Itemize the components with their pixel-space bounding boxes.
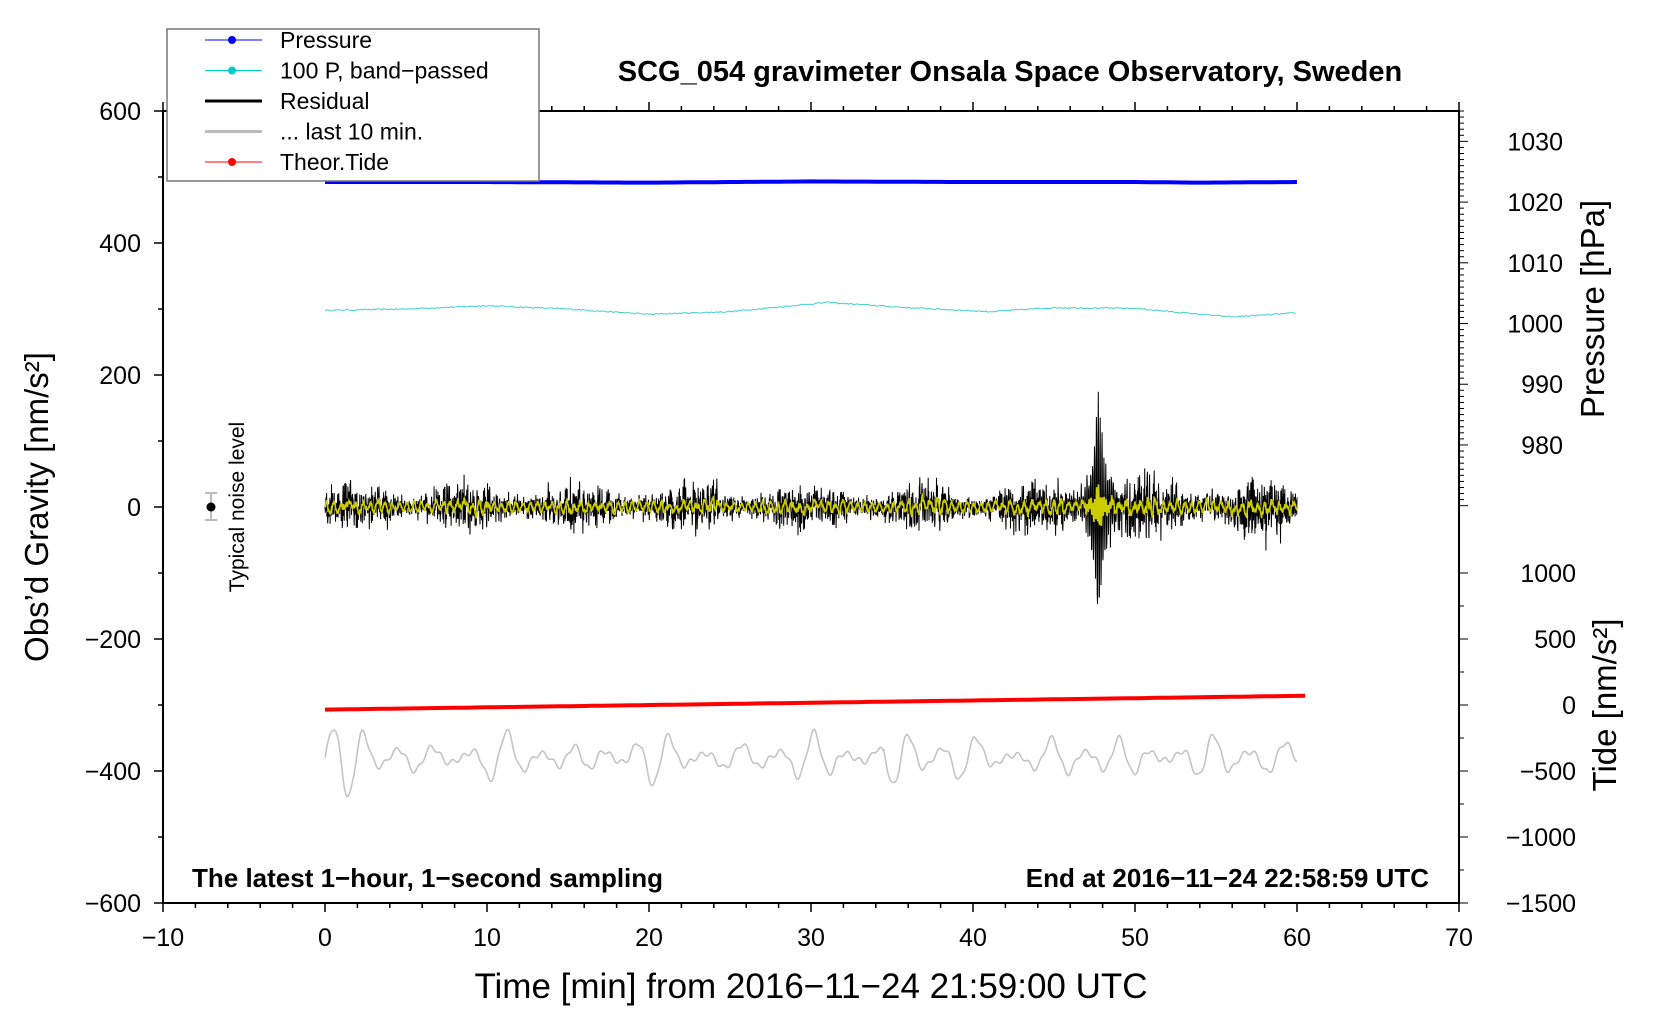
pressure-tick-label: 1030 — [1507, 128, 1563, 156]
axes-layer: −10 0 10 20 30 40 50 60 70−600−400−2000200400600… — [85, 98, 1576, 952]
x-tick-label: 60 — [1283, 924, 1311, 952]
x-tick-label: 30 — [797, 924, 825, 952]
plot-area — [162, 110, 1460, 904]
legend-item: Pressure — [205, 27, 372, 53]
y-tick-label: −200 — [85, 626, 141, 654]
tide-tick-label: 0 — [1562, 692, 1576, 720]
legend-label: Pressure — [280, 27, 372, 53]
pressure-tick-label: 1020 — [1507, 189, 1563, 217]
y-tick-label: 200 — [99, 362, 141, 390]
noise-level-label: Typical noise level — [226, 422, 249, 592]
legend-item: Residual — [205, 88, 370, 114]
legend-marker — [228, 158, 236, 166]
pressure-tick-label: 1010 — [1507, 250, 1563, 278]
y-tick-label: 0 — [127, 494, 141, 522]
tide-tick-label: 500 — [1534, 626, 1576, 654]
x-tick-label: 10 — [473, 924, 501, 952]
chart-title: SCG_054 gravimeter Onsala Space Observat… — [618, 56, 1402, 88]
pressure-tick-label: 1000 — [1507, 311, 1563, 339]
y-tick-label: −400 — [85, 758, 141, 786]
y-axis-label: Obs’d Gravity [nm/s²] — [18, 352, 55, 662]
pressure-tick-label: 990 — [1521, 371, 1563, 399]
y-tick-label: −600 — [85, 890, 141, 918]
legend-item: ... last 10 min. — [205, 119, 423, 145]
x-tick-label: −10 — [142, 924, 184, 952]
y-tick-label: 400 — [99, 230, 141, 258]
tide-axis-label: Tide [nm/s²] — [1586, 619, 1623, 792]
legend-marker — [228, 36, 236, 44]
pressure-tick-label: 980 — [1521, 432, 1563, 460]
x-tick-label: 70 — [1445, 924, 1473, 952]
tide-tick-label: −1500 — [1506, 890, 1576, 918]
x-tick-label: 20 — [635, 924, 663, 952]
series-residual — [324, 391, 1298, 605]
legend-label: ... last 10 min. — [280, 119, 423, 145]
end-time-annotation: End at 2016−11−24 22:58:59 UTC — [1026, 863, 1429, 893]
legend-label: Residual — [280, 88, 370, 114]
tide-tick-label: −1000 — [1506, 824, 1576, 852]
x-axis-label: Time [min] from 2016−11−24 21:59:00 UTC — [474, 967, 1147, 1006]
series-residual-filtered — [324, 484, 1298, 527]
tide-tick-label: 1000 — [1520, 560, 1576, 588]
series-layer — [324, 179, 1306, 798]
legend-marker — [228, 66, 236, 75]
legend-item: 100 P, band−passed — [205, 58, 489, 84]
legend-item: Theor.Tide — [205, 149, 389, 175]
x-tick-label: 0 — [318, 924, 332, 952]
x-tick-label: 40 — [959, 924, 987, 952]
series-band-passed — [324, 301, 1296, 318]
series-tide — [324, 693, 1306, 712]
sampling-annotation: The latest 1−hour, 1−second sampling — [192, 863, 663, 893]
legend-label: 100 P, band−passed — [280, 58, 489, 84]
noise-level-indicator — [205, 492, 217, 521]
legend: Pressure 100 P, band−passed Residual ... la… — [166, 27, 540, 182]
y-tick-label: 600 — [99, 98, 141, 126]
tide-tick-label: −500 — [1520, 758, 1576, 786]
legend-label: Theor.Tide — [280, 149, 389, 175]
x-tick-label: 50 — [1121, 924, 1149, 952]
pressure-axis-label: Pressure [hPa] — [1574, 200, 1611, 418]
series-last-10-min — [324, 728, 1298, 798]
series-pressure — [325, 179, 1298, 185]
